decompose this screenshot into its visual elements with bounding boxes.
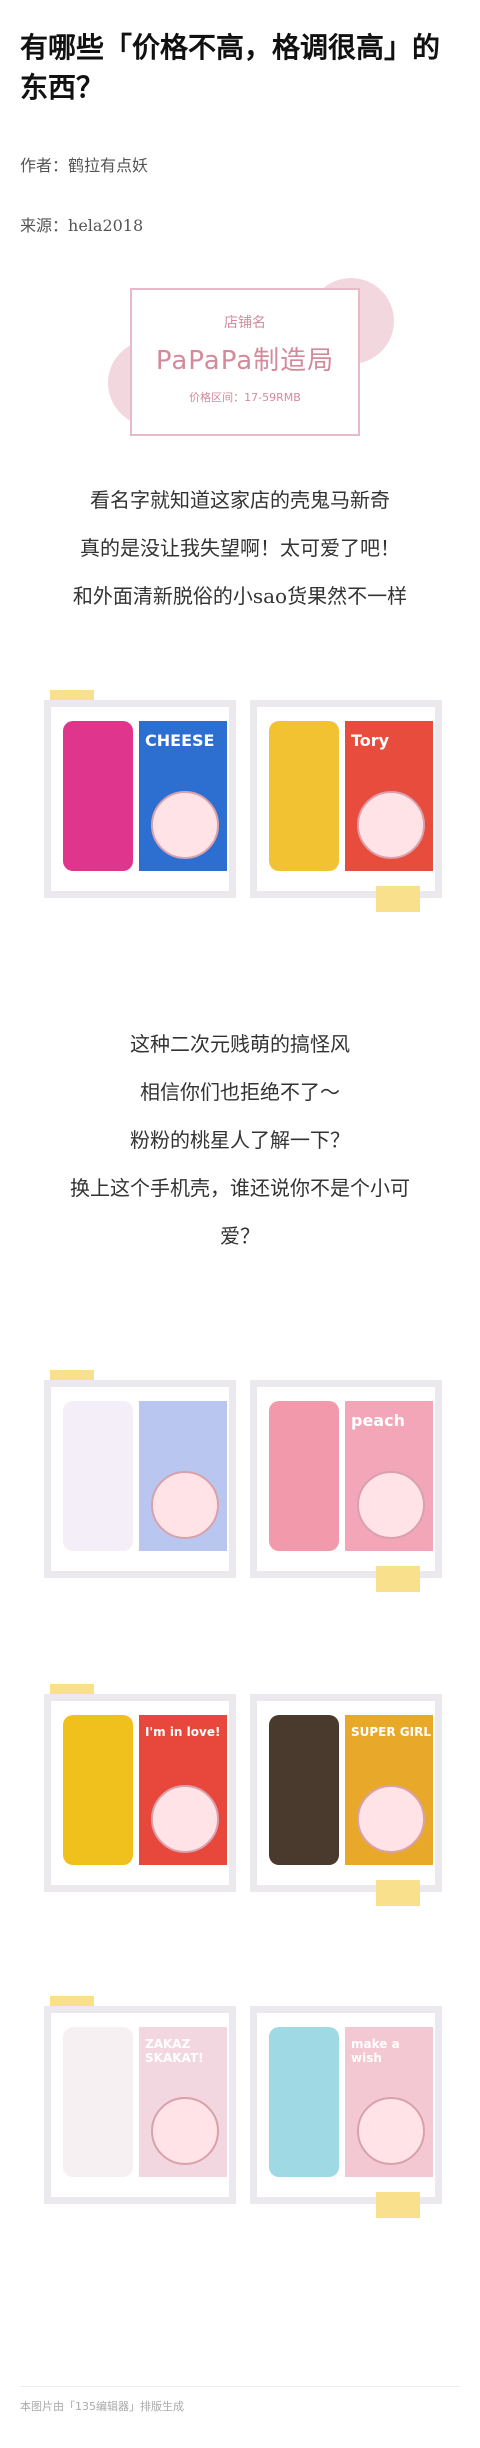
product-image[interactable]: SUPER GIRL bbox=[250, 1694, 442, 1892]
phone-case bbox=[63, 2027, 133, 2177]
phone-case bbox=[63, 721, 133, 871]
shop-name: PaPaPa制造局 bbox=[155, 346, 335, 376]
product-image[interactable]: peach bbox=[250, 1380, 442, 1578]
artwork-panel: CHEESE bbox=[139, 721, 227, 871]
artwork-text: make a wish bbox=[351, 2037, 400, 2065]
shop-label: 店铺名 bbox=[224, 315, 266, 331]
character-face-icon bbox=[151, 1785, 219, 1853]
artwork-text: SUPER GIRL bbox=[351, 1725, 431, 1739]
source-line: 来源：hela2018 bbox=[20, 212, 143, 236]
shop-card: 店铺名 PaPaPa制造局 价格区间：17-59RMB bbox=[108, 278, 394, 438]
author-line: 作者：鹤拉有点妖 bbox=[20, 152, 148, 176]
paragraph-line: 相信你们也拒绝不了～ bbox=[140, 1080, 340, 1104]
character-face-icon bbox=[357, 1785, 425, 1853]
phone-case bbox=[269, 2027, 339, 2177]
price-line: 价格区间：17-59RMB bbox=[189, 391, 301, 404]
author-name[interactable]: 鹤拉有点妖 bbox=[68, 156, 149, 175]
character-face-icon bbox=[151, 2097, 219, 2165]
phone-case bbox=[269, 1715, 339, 1865]
phone-case bbox=[63, 1715, 133, 1865]
character-face-icon bbox=[151, 1471, 219, 1539]
phone-case bbox=[63, 1401, 133, 1551]
artwork-panel: Tory bbox=[345, 721, 433, 871]
artwork-panel bbox=[139, 1401, 227, 1551]
product-image[interactable]: CHEESE bbox=[44, 700, 236, 898]
article-title: 有哪些「价格不高，格调很高」的东西？ bbox=[20, 31, 441, 104]
artwork-panel: SUPER GIRL bbox=[345, 1715, 433, 1865]
artwork-text: peach bbox=[351, 1411, 405, 1430]
product-image[interactable]: make a wish bbox=[250, 2006, 442, 2204]
phone-case bbox=[269, 721, 339, 871]
paragraph-line: 和外面清新脱俗的小sao货果然不一样 bbox=[72, 584, 408, 608]
tape-decor bbox=[376, 886, 420, 912]
tape-decor bbox=[376, 1880, 420, 1906]
artwork-text: ZAKAZ SKAKAT! bbox=[145, 2037, 204, 2065]
paragraph-line: 真的是没让我失望啊！太可爱了吧！ bbox=[80, 536, 400, 560]
tape-decor bbox=[376, 2192, 420, 2218]
product-image[interactable]: Tory bbox=[250, 700, 442, 898]
paragraph-2: 这种二次元贱萌的搞怪风 相信你们也拒绝不了～ 粉粉的桃星人了解一下？ 换上这个手… bbox=[20, 1020, 460, 1260]
footer-note: 本图片由「135编辑器」排版生成 bbox=[20, 2400, 184, 2413]
paragraph-line: 这种二次元贱萌的搞怪风 bbox=[130, 1032, 350, 1056]
character-face-icon bbox=[151, 791, 219, 859]
product-image[interactable]: I'm in love! bbox=[44, 1694, 236, 1892]
price-label: 价格区间 bbox=[189, 391, 234, 404]
divider bbox=[20, 2386, 460, 2387]
character-face-icon bbox=[357, 2097, 425, 2165]
author-label: 作者： bbox=[20, 156, 69, 175]
artwork-panel: I'm in love! bbox=[139, 1715, 227, 1865]
phone-case bbox=[269, 1401, 339, 1551]
shop-card-box: 店铺名 PaPaPa制造局 价格区间：17-59RMB bbox=[130, 288, 360, 436]
character-face-icon bbox=[357, 791, 425, 859]
paragraph-line: 粉粉的桃星人了解一下？ bbox=[130, 1128, 350, 1152]
paragraph-line: 爱？ bbox=[220, 1224, 260, 1248]
paragraph-line: 看名字就知道这家店的壳鬼马新奇 bbox=[90, 488, 390, 512]
artwork-panel: peach bbox=[345, 1401, 433, 1551]
tape-decor bbox=[376, 1566, 420, 1592]
artwork-panel: ZAKAZ SKAKAT! bbox=[139, 2027, 227, 2177]
character-face-icon bbox=[357, 1471, 425, 1539]
product-image[interactable]: ZAKAZ SKAKAT! bbox=[44, 2006, 236, 2204]
source-name: hela2018 bbox=[68, 216, 144, 235]
paragraph-line: 换上这个手机壳，谁还说你不是个小可 bbox=[70, 1176, 410, 1200]
paragraph-1: 看名字就知道这家店的壳鬼马新奇 真的是没让我失望啊！太可爱了吧！ 和外面清新脱俗… bbox=[20, 476, 460, 620]
artwork-text: CHEESE bbox=[145, 731, 215, 750]
price-range: 17-59RMB bbox=[244, 391, 301, 404]
artwork-panel: make a wish bbox=[345, 2027, 433, 2177]
source-label: 来源： bbox=[20, 216, 69, 235]
artwork-text: Tory bbox=[351, 731, 390, 750]
product-image[interactable] bbox=[44, 1380, 236, 1578]
artwork-text: I'm in love! bbox=[145, 1725, 221, 1739]
